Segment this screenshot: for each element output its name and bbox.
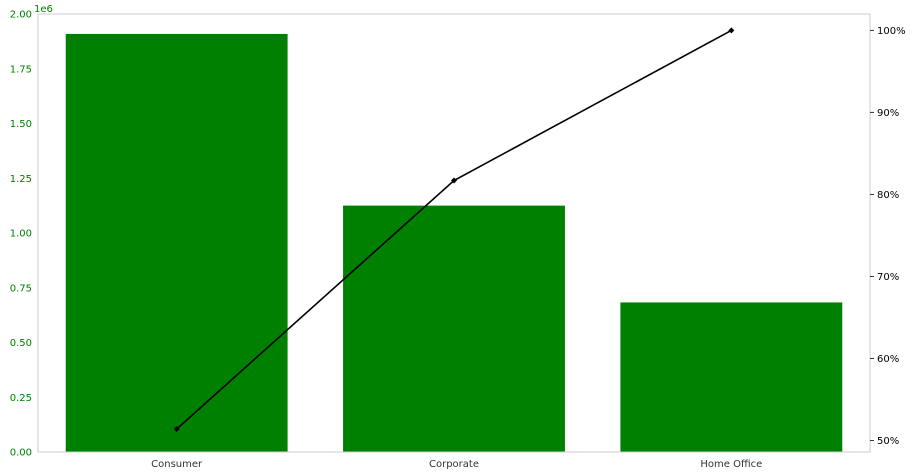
- right-tick-label: 70%: [877, 272, 899, 283]
- left-tick-label: 2.00: [10, 10, 32, 21]
- left-tick-label: 1.00: [10, 229, 32, 240]
- bars-group: [65, 33, 843, 452]
- left-axis: 0.00 0.25 0.50 0.75 1.00 1.25 1.50 1.75 2.00: [10, 10, 32, 459]
- line-marker-3: [728, 27, 735, 34]
- line-marker-1: [173, 426, 180, 433]
- right-tick-label: 50%: [877, 436, 899, 447]
- bar-2: [343, 205, 565, 452]
- bar-3: [620, 302, 843, 452]
- left-tick-label: 0.25: [10, 393, 32, 404]
- left-axis-offset-label: 1e6: [34, 4, 53, 15]
- left-tick-label: 0.50: [10, 338, 32, 349]
- x-tick-label: Consumer: [151, 459, 203, 470]
- bar-1: [65, 33, 288, 452]
- right-tick-label: 90%: [877, 108, 899, 119]
- right-axis: 50% 60% 70% 80% 90% 100%: [870, 26, 906, 447]
- x-tick-label: Corporate: [429, 459, 479, 470]
- left-tick-label: 0.00: [10, 448, 32, 459]
- right-tick-label: 80%: [877, 190, 899, 201]
- plot-frame: [37, 13, 871, 453]
- right-tick-label: 100%: [877, 26, 906, 37]
- cumulative-line-group: [173, 27, 735, 433]
- left-tick-label: 0.75: [10, 283, 32, 294]
- right-tick-label: 60%: [877, 354, 899, 365]
- line-marker-2: [451, 177, 457, 184]
- left-tick-label: 1.50: [10, 119, 32, 130]
- x-axis: Consumer Corporate Home Office: [151, 459, 762, 470]
- left-tick-label: 1.75: [10, 64, 32, 75]
- left-tick-label: 1.25: [10, 174, 32, 185]
- x-tick-label: Home Office: [700, 459, 762, 470]
